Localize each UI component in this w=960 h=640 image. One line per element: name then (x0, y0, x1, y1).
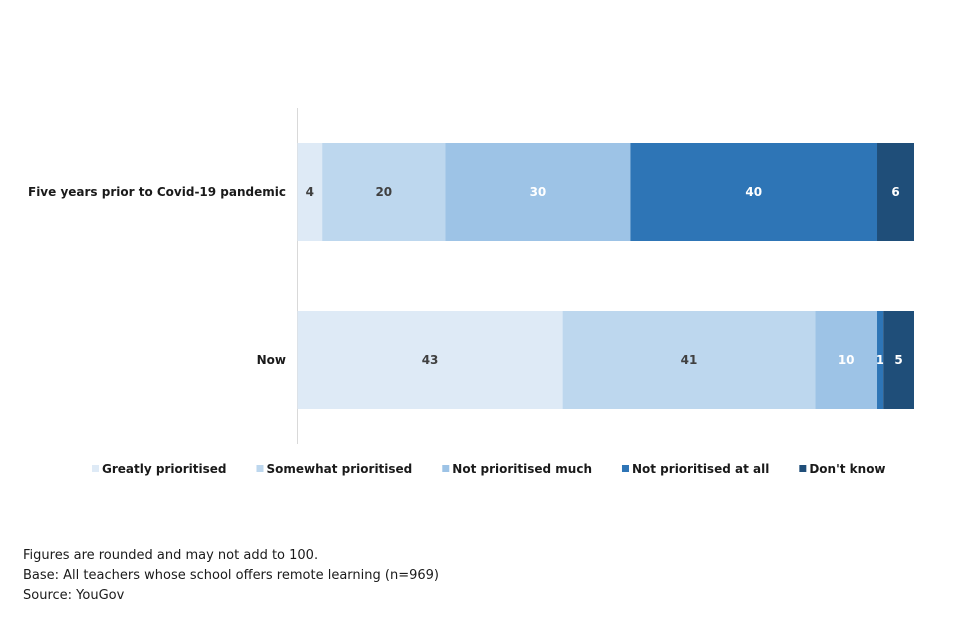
legend-label-not-prioritised-at-all: Not prioritised at all (632, 462, 769, 476)
data-label-greatly-prioritised-now: 43 (422, 353, 439, 367)
legend-label-greatly-prioritised: Greatly prioritised (102, 462, 226, 476)
bar-somewhat-prioritised-now (562, 311, 816, 409)
footnote-rounding: Figures are rounded and may not add to 1… (23, 548, 319, 563)
legend-item-not-prioritised-at-all: Not prioritised at all (621, 462, 769, 476)
bar-not-prioritised-at-all-five-years-prior-to-covid-19-pandemic (630, 143, 878, 241)
bar-not-prioritised-much-now (815, 311, 878, 409)
legend-label-don-t-know: Don't know (809, 462, 885, 476)
legend-swatch-not-prioritised-much (442, 465, 450, 472)
legend-item-don-t-know: Don't know (799, 462, 886, 476)
data-label-not-prioritised-at-all-now: 1 (876, 353, 884, 367)
bar-don-t-know-five-years-prior-to-covid-19-pandemic (877, 143, 914, 241)
data-label-greatly-prioritised-five-years-prior-to-covid-19-pandemic: 4 (306, 185, 314, 199)
bars-group: 4 20 30 40 6 43 41 10 1 5 (297, 143, 914, 409)
footnotes: Figures are rounded and may not add to 1… (23, 546, 439, 606)
data-label-somewhat-prioritised-now: 41 (681, 353, 698, 367)
data-label-don-t-know-now: 5 (894, 353, 902, 367)
data-label-don-t-know-five-years-prior-to-covid-19-pandemic: 6 (891, 185, 899, 199)
category-label-five-years-prior-to-covid-19-pandemic: Five years prior to Covid-19 pandemic (28, 185, 286, 199)
legend-item-not-prioritised-much: Not prioritised much (442, 462, 592, 476)
bar-not-prioritised-much-five-years-prior-to-covid-19-pandemic (445, 143, 631, 241)
legend-item-greatly-prioritised: Greatly prioritised (92, 462, 226, 476)
data-label-not-prioritised-much-now: 10 (838, 353, 855, 367)
legend-swatch-greatly-prioritised (92, 465, 99, 472)
legend-label-somewhat-prioritised: Somewhat prioritised (266, 462, 412, 476)
bar-somewhat-prioritised-five-years-prior-to-covid-19-pandemic (322, 143, 446, 241)
data-label-not-prioritised-much-five-years-prior-to-covid-19-pandemic: 30 (530, 185, 547, 199)
data-label-somewhat-prioritised-five-years-prior-to-covid-19-pandemic: 20 (375, 185, 392, 199)
legend-item-somewhat-prioritised: Somewhat prioritised (256, 462, 412, 476)
legend-swatch-somewhat-prioritised (256, 465, 264, 472)
legend-swatch-don-t-know (799, 465, 807, 472)
data-label-not-prioritised-at-all-five-years-prior-to-covid-19-pandemic: 40 (745, 185, 762, 199)
bar-not-prioritised-at-all-now (877, 311, 884, 409)
bar-greatly-prioritised-now (297, 311, 563, 409)
bar-greatly-prioritised-five-years-prior-to-covid-19-pandemic (297, 143, 323, 241)
bar-don-t-know-now (883, 311, 914, 409)
legend-label-not-prioritised-much: Not prioritised much (452, 462, 592, 476)
legend-swatch-not-prioritised-at-all (621, 465, 629, 472)
category-labels: Five years prior to Covid-19 pandemic Now (28, 185, 286, 367)
footnote-source: Source: YouGov (23, 588, 125, 603)
category-label-now: Now (257, 353, 286, 367)
footnote-base: Base: All teachers whose school offers r… (23, 568, 439, 583)
legend: Greatly prioritised Somewhat prioritised N… (92, 462, 886, 476)
